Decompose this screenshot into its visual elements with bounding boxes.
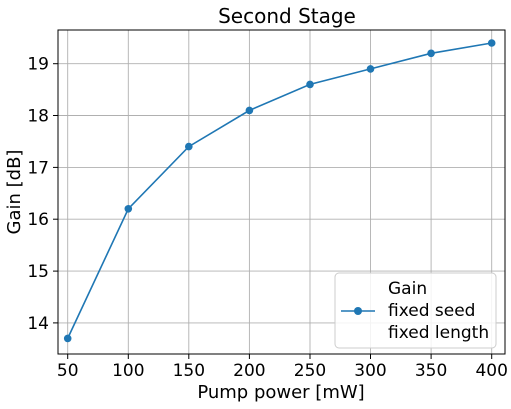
x-tick-label: 300 — [354, 361, 386, 381]
series-layer — [63, 39, 496, 343]
x-tick-label: 100 — [112, 361, 144, 381]
y-tick-label: 19 — [27, 55, 49, 75]
chart-title: Second Stage — [218, 4, 356, 28]
x-axis-label: Pump power [mW] — [197, 382, 364, 403]
y-axis-label: Gain [dB] — [4, 150, 25, 235]
legend-box — [334, 272, 497, 349]
legend-line-1: Gain — [388, 279, 427, 299]
data-point — [366, 65, 375, 73]
y-tick-label: 15 — [27, 262, 49, 282]
x-tick-label: 400 — [475, 361, 507, 381]
y-tick-label: 14 — [27, 314, 49, 334]
plot-frame — [57, 29, 506, 355]
series-line — [66, 42, 492, 339]
data-point — [245, 106, 254, 115]
y-tick-label: 18 — [27, 107, 49, 127]
y-tick-label: 17 — [27, 158, 49, 178]
data-point — [63, 334, 72, 343]
x-tick-label: 350 — [415, 361, 447, 381]
grid — [58, 30, 505, 354]
x-tick-label: 200 — [233, 361, 265, 381]
data-point — [306, 80, 314, 89]
x-tick-label: 250 — [294, 361, 326, 381]
ticks: 50 100 150 200 250 300 350 400 14 15 16 17 18 19 — [27, 55, 508, 381]
legend-marker — [354, 307, 362, 315]
legend: Gain fixed seed fixed length — [334, 272, 497, 349]
data-point — [427, 49, 435, 58]
legend-line-3: fixed length — [388, 323, 489, 343]
x-tick-label: 150 — [173, 361, 205, 381]
data-point — [124, 205, 133, 213]
data-point — [185, 142, 193, 151]
legend-line-2: fixed seed — [388, 301, 475, 321]
x-tick-label: 50 — [57, 361, 79, 381]
data-point — [487, 39, 496, 47]
y-tick-label: 16 — [27, 210, 49, 230]
